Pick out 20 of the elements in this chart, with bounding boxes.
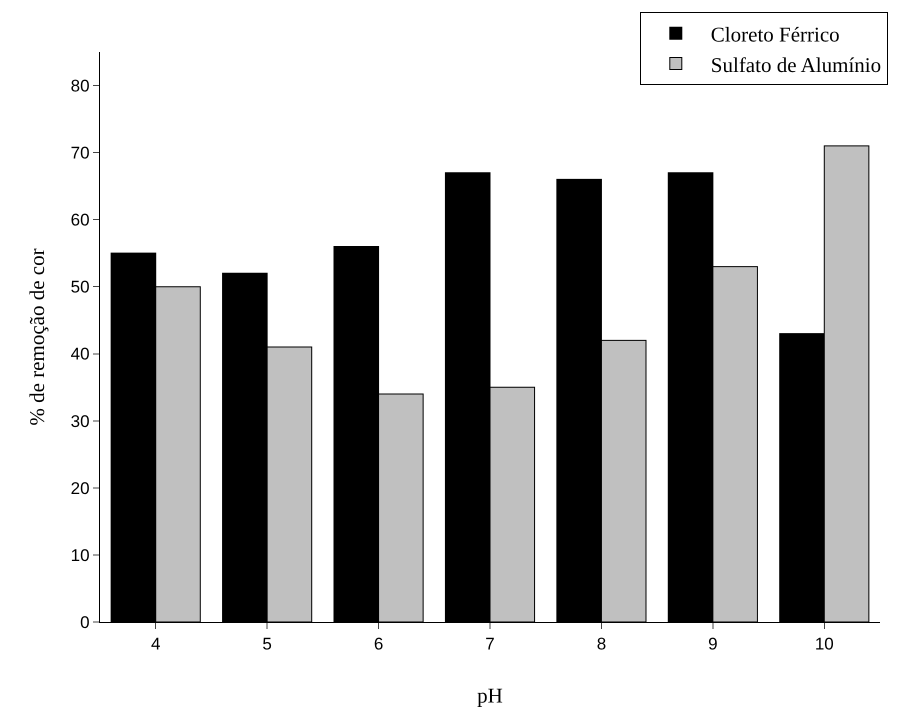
x-tick-label: 9: [708, 634, 718, 654]
y-tick-label: 30: [70, 412, 90, 431]
y-tick-label: 40: [70, 344, 90, 364]
x-tick-label: 4: [150, 634, 160, 654]
y-tick-label: 10: [70, 546, 90, 565]
y-tick-label: 80: [70, 76, 90, 96]
x-tick-label: 8: [596, 634, 606, 654]
legend-label: Sulfato de Alumínio: [710, 52, 882, 77]
y-axis-title: % de remoção de cor: [24, 248, 49, 426]
x-tick-label: 5: [262, 634, 272, 654]
x-tick-label: 6: [374, 634, 384, 654]
y-tick-label: 60: [70, 210, 90, 230]
x-tick-label: 10: [814, 634, 834, 654]
y-tick-label: 0: [80, 612, 90, 632]
y-tick-label: 50: [70, 278, 90, 297]
y-tick-label: 70: [70, 144, 90, 163]
x-tick-label: 7: [485, 634, 495, 654]
legend-label: Cloreto Férrico: [710, 22, 840, 46]
x-axis-title: pH: [477, 684, 503, 708]
y-tick-label: 20: [70, 478, 90, 498]
